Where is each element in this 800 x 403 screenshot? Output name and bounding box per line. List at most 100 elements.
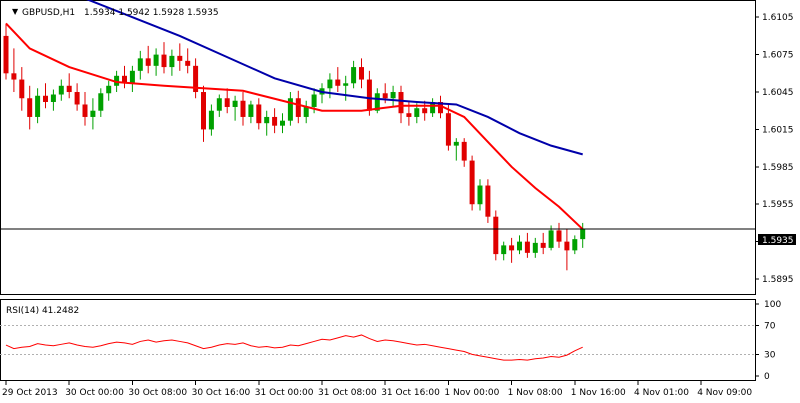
candle-body [453, 141, 459, 146]
candle-body [556, 230, 562, 242]
candle-body [240, 100, 246, 117]
candle-body [580, 229, 586, 240]
bull-candle [58, 79, 64, 101]
bear-candle [461, 138, 467, 167]
bull-candle [327, 73, 333, 99]
bull-candle [280, 113, 285, 134]
candle-body [232, 100, 238, 107]
candle-body [3, 35, 9, 74]
bull-candle [343, 75, 349, 101]
candle-body [106, 85, 112, 94]
candle-body [501, 245, 507, 255]
candle-body [43, 95, 48, 102]
bear-candle [366, 70, 372, 116]
candle-body [374, 93, 380, 111]
candle-body [366, 79, 372, 111]
candle-body [303, 106, 309, 117]
candle-body [382, 93, 388, 99]
candle-body [517, 241, 522, 251]
candle-body [422, 108, 428, 114]
candle-body [177, 55, 183, 61]
bear-candle [161, 42, 167, 74]
candle-body [548, 230, 554, 248]
time-tick-label: 1 Nov 16:00 [571, 388, 626, 398]
ohlc-values: 1.5934 1.5942 1.5928 1.5935 [84, 8, 219, 18]
time-tick-label: 31 Oct 00:00 [255, 388, 314, 398]
time-tick-label: 30 Oct 00:00 [65, 388, 124, 398]
bull-candle [50, 89, 56, 111]
candle-body [477, 185, 483, 205]
bull-candle [98, 88, 104, 117]
candle-body [430, 101, 436, 114]
fast-moving-average [5, 22, 584, 230]
candle-body [256, 104, 262, 124]
price-tick-label: 1.6075 [762, 51, 794, 61]
candle-body [540, 242, 546, 248]
candle-body [161, 54, 167, 68]
bull-candle [303, 100, 309, 124]
bull-candle [517, 235, 522, 255]
candle-body [264, 116, 270, 124]
bear-candle [122, 65, 127, 89]
bear-candle [27, 85, 33, 130]
candle-body [327, 79, 333, 89]
candle-body [509, 245, 515, 251]
bull-candle [430, 98, 436, 117]
candle-body [390, 92, 396, 99]
bear-candle [335, 67, 341, 93]
time-tick-label: 4 Nov 09:00 [697, 388, 752, 398]
symbol-label: GBPUSD,H1 [22, 8, 75, 18]
candle-body [564, 241, 570, 251]
candle-body [572, 239, 578, 251]
bull-candle [572, 235, 578, 255]
bull-candle [153, 48, 159, 76]
candle-body [145, 58, 151, 66]
time-tick-label: 30 Oct 08:00 [128, 388, 187, 398]
bull-candle [248, 100, 254, 124]
candle-body [280, 120, 285, 126]
time-tick-label: 1 Nov 08:00 [508, 388, 563, 398]
bear-candle [469, 155, 475, 211]
candle-body [201, 92, 206, 130]
bear-candle [185, 48, 191, 74]
bull-candle [532, 237, 538, 258]
time-tick-label: 4 Nov 01:00 [634, 388, 689, 398]
candle-body [114, 75, 120, 86]
rsi-tick-label: 30 [764, 350, 776, 360]
candle-body [129, 70, 135, 84]
candle-body [169, 55, 175, 68]
bear-candle [66, 73, 72, 99]
bear-candle [193, 58, 199, 99]
bear-candle [256, 98, 262, 130]
bull-candle [90, 98, 96, 130]
candle-body [343, 83, 349, 86]
bull-candle [137, 50, 143, 80]
candle-body [461, 141, 467, 161]
bear-candle [540, 232, 546, 255]
bear-candle [422, 100, 428, 121]
menu-triangle-icon[interactable]: ▼ [12, 7, 19, 16]
rsi-axis: 100 70 30 0 [755, 300, 781, 382]
price-tick-label: 1.5895 [762, 275, 794, 285]
candle-body [216, 98, 222, 111]
candle-body [193, 65, 199, 93]
candle-body [351, 67, 357, 84]
candle-body [248, 104, 254, 117]
current-price-value: 1.5935 [762, 236, 794, 246]
bull-candle [580, 222, 586, 248]
candle-body [414, 108, 420, 117]
bear-candle [524, 232, 530, 258]
candle-body [153, 54, 159, 66]
candle-body [406, 113, 412, 117]
rsi-label: RSI(14) 41.2482 [6, 306, 79, 316]
candle-body [82, 104, 88, 117]
bear-candle [509, 237, 515, 263]
bear-candle [201, 85, 206, 142]
bear-candle [145, 45, 151, 74]
bull-candle [390, 85, 396, 107]
bull-candle [287, 92, 293, 126]
candles [3, 23, 586, 271]
bull-candle [106, 80, 112, 101]
candle-body [224, 98, 230, 107]
